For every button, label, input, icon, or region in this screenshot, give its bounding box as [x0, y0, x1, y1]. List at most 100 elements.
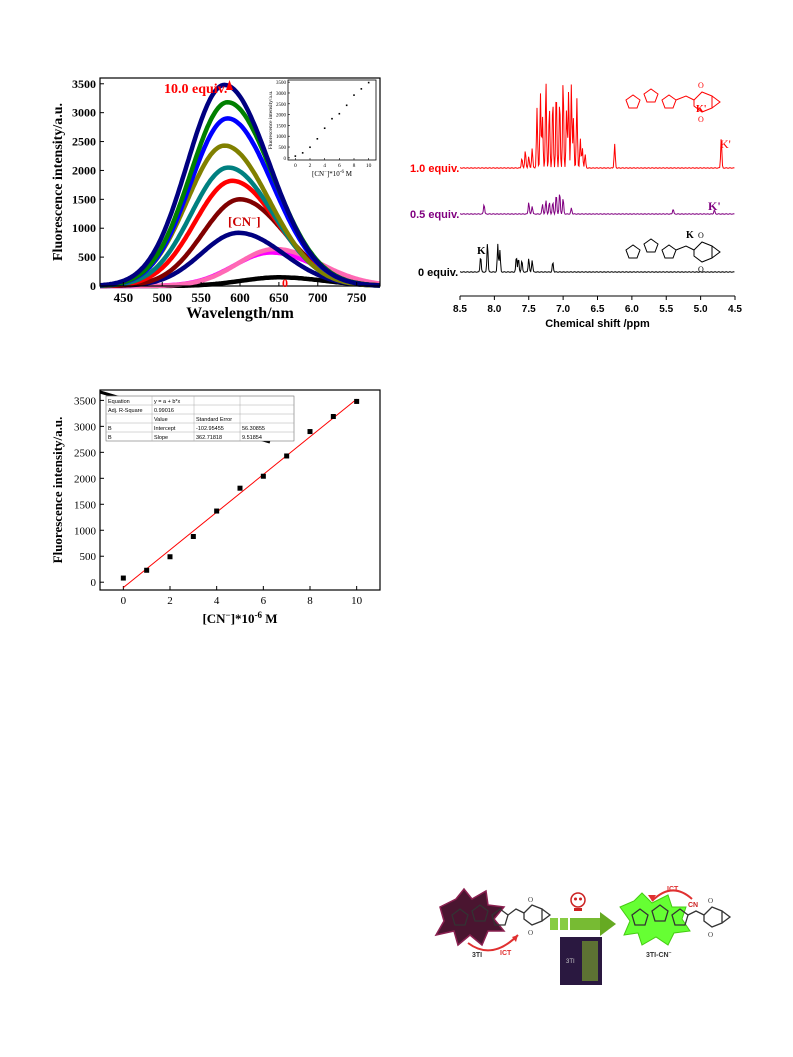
fit-data-point [237, 485, 243, 491]
nmr-x-tick-label: 5.5 [659, 304, 673, 315]
x-tick-label: 650 [269, 290, 289, 305]
fit-y-tick-label: 1000 [74, 525, 97, 537]
fit-table-cell: Value [154, 417, 168, 423]
annotation-bottom: 0 [282, 276, 288, 290]
x-tick-label: 750 [347, 290, 367, 305]
nmr-trace-label: 0.5 equiv. [410, 209, 459, 221]
reaction-arrow-head [600, 912, 616, 936]
inset-point [360, 88, 363, 90]
fit-stats-table: Equation y = a + b*x Adj. R-Square 0.99016 V… [105, 395, 295, 442]
inset-x-tick-label: 0 [294, 163, 297, 169]
indandione-group [675, 91, 721, 113]
fit-x-tick-label: 8 [307, 595, 313, 607]
skull-toxic-icon [570, 892, 586, 911]
fit-data-point [284, 453, 290, 459]
inset-point [353, 94, 355, 96]
fit-table-cell: y = a + b*x [154, 399, 181, 405]
nmr-peak-label: K' [708, 199, 721, 213]
y-tick-label: 2000 [72, 163, 96, 177]
thiophene-ring [643, 238, 659, 253]
fit-table-cell: Standard Error [196, 417, 232, 423]
annotation-cn: [CN−] [228, 213, 261, 229]
y-tick-label: 2500 [72, 135, 96, 149]
nmr-x-tick-label: 6.5 [591, 304, 605, 315]
cn-label: CN [688, 902, 698, 909]
nmr-spectra-chart: 1.0 equiv. 0.5 equiv. 0 equiv. K' K' K 8.5 8.0 7… [410, 81, 742, 330]
svg-text:O: O [528, 929, 533, 937]
nmr-x-tick-label: 5.0 [694, 304, 708, 315]
inset-x-tick-label: 2 [309, 163, 312, 169]
3ti-left-structure: O O [451, 896, 552, 937]
fit-y-tick-label: 1500 [74, 499, 97, 511]
nmr-peak-label: K [477, 245, 486, 257]
inset-x-tick-label: 10 [366, 163, 372, 169]
nmr-trace-1 [459, 194, 735, 216]
3ti-cn-label: 3TI-CN− [646, 950, 672, 959]
inset-x-tick-label: 4 [323, 163, 326, 169]
fit-table-cell: 9.51854 [242, 435, 262, 441]
thiophene-ring [625, 94, 641, 109]
ict-arrow-right [651, 889, 693, 902]
inset-y-tick-label: 0 [284, 157, 287, 162]
fit-y-axis-label: Fluorescence intensity/a.u. [50, 417, 65, 564]
fit-data-point [214, 508, 220, 514]
inset-point [294, 155, 297, 157]
fluorescence-spectra-chart: 450 500 550 600 650 700 7500500100015002000250… [51, 77, 381, 322]
nmr-trace-label: 0 equiv. [418, 267, 458, 279]
thiophene-ring [661, 244, 677, 259]
nmr-x-tick-label: 4.5 [728, 304, 742, 315]
nmr-x-axis-label: Chemical shift /ppm [545, 318, 650, 330]
structure-3ti: OO [625, 231, 721, 274]
photo-label: 3TI [566, 959, 575, 965]
nmr-x-tick-label: 8.0 [487, 304, 501, 315]
nmr-x-tick-label: 8.5 [453, 304, 467, 315]
fit-y-tick-label: 500 [80, 551, 97, 563]
nmr-trace-2 [459, 243, 735, 274]
annotation-top: 10.0 equiv. [164, 82, 227, 97]
inset-x-tick-label: 6 [338, 163, 341, 169]
fit-data-point [120, 575, 126, 581]
maroon-burst-shape [434, 887, 506, 947]
thiophene-ring [643, 88, 659, 103]
fit-table-cell: 0.99016 [154, 408, 174, 414]
inset-point [331, 117, 333, 120]
fit-x-tick-label: 0 [121, 595, 127, 607]
fit-y-tick-label: 2500 [74, 447, 97, 459]
fit-x-tick-label: 2 [167, 595, 173, 607]
fit-data-point [354, 398, 360, 404]
fit-table-cell: Intercept [154, 426, 176, 432]
fit-plot-frame [99, 389, 381, 591]
3ti-label: 3TI [472, 952, 482, 959]
ict-arrow-right-head [648, 895, 656, 901]
spectrum-line-10 [99, 82, 381, 288]
inset-y-tick-label: 3000 [276, 92, 287, 97]
y-axis-label: Fluorescence intensity/a.u. [51, 103, 66, 261]
oxygen-label: O [698, 265, 704, 274]
reaction-arrow-stripes [550, 918, 558, 930]
3ti-cn-structure: O O [631, 897, 732, 939]
structure-label-k: K [686, 230, 694, 241]
fit-table-cell: -102.95455 [196, 426, 224, 432]
fit-y-tick-label: 0 [91, 577, 97, 589]
x-tick-label: 700 [308, 290, 328, 305]
thiophene-ring [625, 244, 641, 259]
indandione-group [675, 241, 721, 263]
fit-x-tick-label: 4 [214, 595, 220, 607]
fit-y-tick-label: 2000 [74, 473, 97, 485]
fit-y-tick-label: 3500 [74, 395, 97, 407]
ict-right-label: ICT [667, 886, 679, 893]
inset-point [316, 138, 319, 140]
fit-table-cell: Equation [108, 399, 130, 405]
fit-table-cell: B [108, 426, 112, 432]
inset-y-tick-label: 500 [279, 146, 287, 151]
inset-y-tick-label: 2500 [276, 103, 287, 108]
nmr-x-tick-label: 7.5 [522, 304, 536, 315]
inset-point [345, 104, 348, 107]
linear-fit-chart: 0 2 4 6 8 10 0 500 1000 1500 2000 2500 3000 3500 Equat… [50, 389, 381, 626]
fit-x-axis-label: [CN−]*10-6 M [202, 610, 277, 626]
y-tick-label: 500 [78, 250, 96, 264]
inset-frame [287, 79, 377, 161]
fit-data-point [167, 554, 173, 560]
fit-data-point [307, 429, 313, 435]
inset-point [367, 81, 370, 84]
